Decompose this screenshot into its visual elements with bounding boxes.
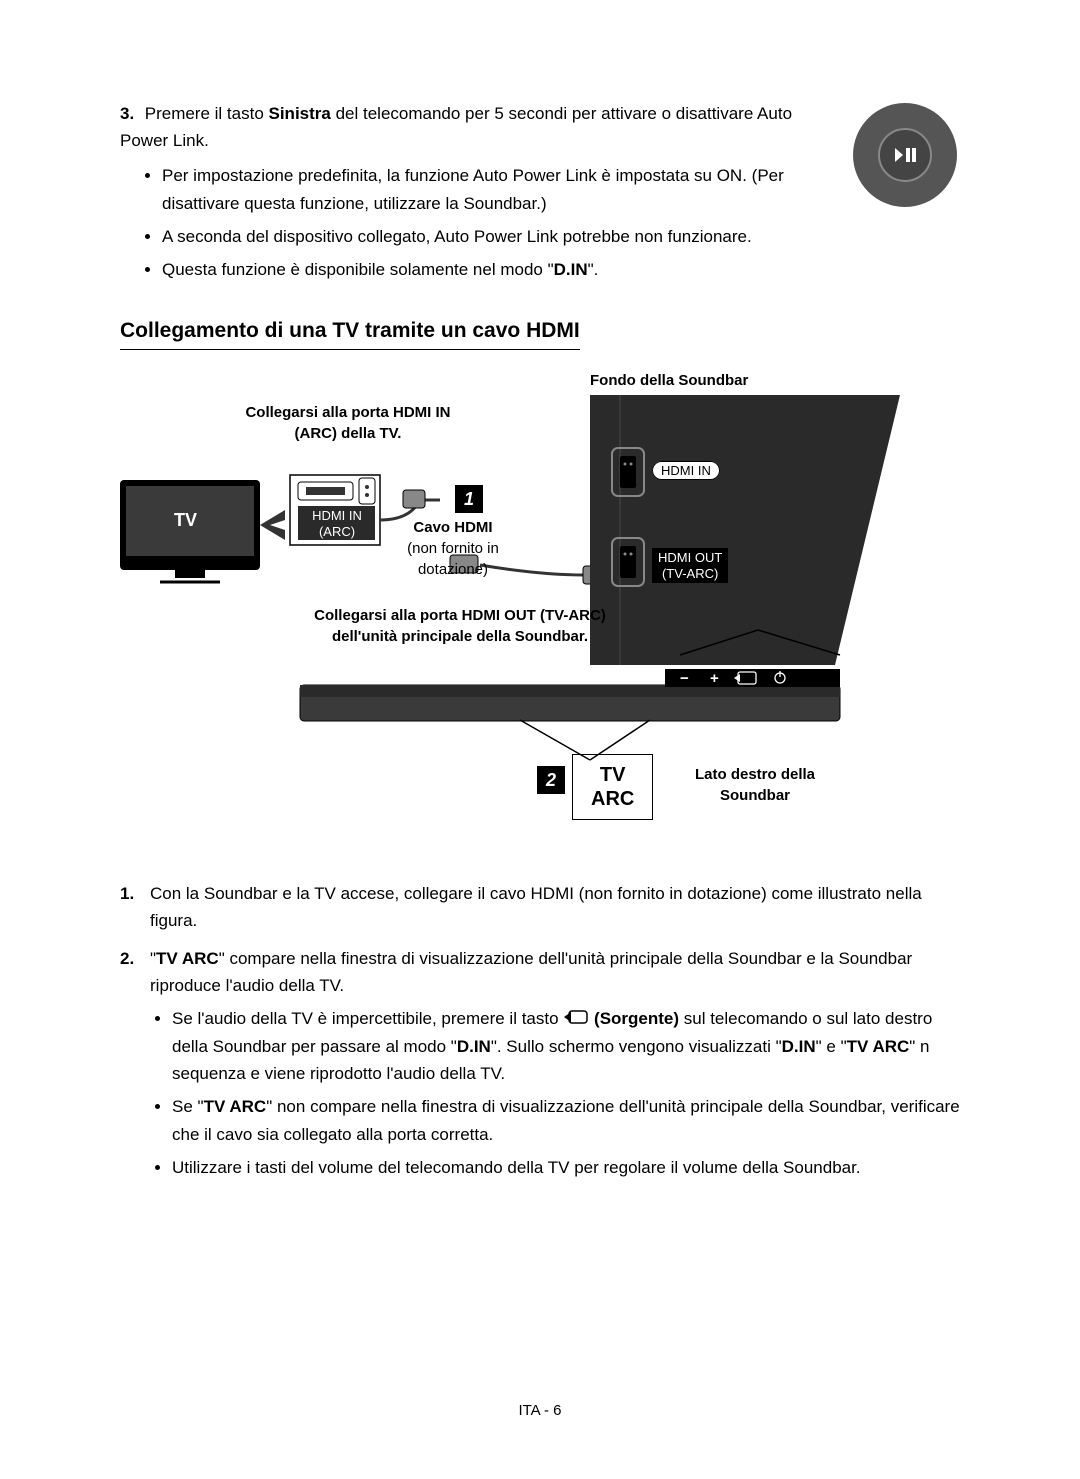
source-icon [563,1006,589,1033]
page-footer: ITA - 6 [518,1402,561,1419]
step-3-bullet-1: Per impostazione predefinita, la funzion… [162,162,830,216]
step-3-bullet-2: A seconda del dispositivo collegato, Aut… [162,223,830,250]
diagram-marker-1: 1 [455,485,483,513]
diagram-label-top-right: Fondo della Soundbar [590,370,748,391]
tv-label: TV [174,510,197,531]
right-side-label: Lato destro della Soundbar [670,764,840,806]
cavo-hdmi-label: Cavo HDMI (non fornito in dotazione) [388,517,518,580]
diagram-hdmi-in-instruction: Collegarsi alla porta HDMI IN (ARC) dell… [228,402,468,444]
step-3-number: 3. [120,100,140,127]
hdmi-in-port-label: HDMI IN [652,462,720,480]
step-3-text-before: Premere il tasto [145,104,269,123]
hdmi-out-port-label: HDMI OUT (TV-ARC) [652,548,728,583]
below-step-1: 1. Con la Soundbar e la TV accese, colle… [120,880,960,934]
hdmi-connection-diagram: − + Fondo della Soundbar Collegarsi alla… [120,370,960,850]
step2-bullet-1: Se l'audio della TV è impercettibile, pr… [172,1005,960,1087]
step-3-block: 3. Premere il tasto Sinistra del telecom… [120,100,830,289]
step2-bullet-3: Utilizzare i tasti del volume del teleco… [172,1154,960,1181]
svg-text:−: − [680,670,689,687]
section-heading: Collegamento di una TV tramite un cavo H… [120,319,580,350]
diagram-marker-2: 2 [537,766,565,794]
below-step-2: 2. "TV ARC" compare nella finestra di vi… [120,945,960,1187]
step-3-bold: Sinistra [269,104,331,123]
hdmi-out-instruction: Collegarsi alla porta HDMI OUT (TV-ARC) … [290,605,630,647]
steps-below-block: 1. Con la Soundbar e la TV accese, colle… [120,880,960,1187]
svg-text:+: + [710,670,719,687]
remote-play-pause-icon [850,100,960,210]
step-3-bullet-3: Questa funzione è disponibile solamente … [162,256,830,283]
tv-port-hdmi-in-arc: HDMI IN (ARC) [301,508,373,539]
tv-arc-display: TV ARC [572,754,653,820]
step2-bullet-2: Se "TV ARC" non compare nella finestra d… [172,1093,960,1147]
